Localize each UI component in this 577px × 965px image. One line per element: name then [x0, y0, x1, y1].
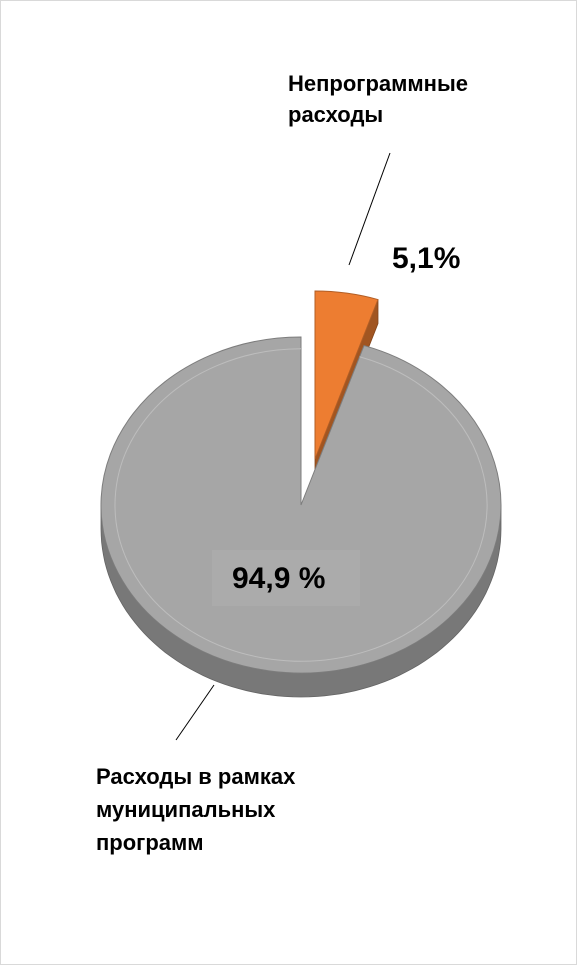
value-label-program-box — [212, 550, 360, 606]
label-program-line-3: программ — [96, 830, 204, 855]
label-nonprogram-line-1: Непрограммные — [288, 71, 468, 96]
leader-line-program — [175, 684, 215, 741]
value-label-program: 94,9 % — [232, 562, 326, 595]
label-nonprogram-expenses: Непрограммные расходы — [288, 68, 468, 130]
pie-slice-highlight-1 — [114, 348, 488, 662]
pie-slice-0 — [314, 290, 379, 460]
pie-slice-1 — [100, 336, 502, 674]
label-program-expenses: Расходы в рамках муниципальных программ — [96, 760, 295, 859]
label-program-line-1: Расходы в рамках — [96, 764, 296, 789]
label-nonprogram-line-2: расходы — [288, 102, 384, 127]
leader-line-nonprogram — [348, 152, 391, 266]
value-label-nonprogram: 5,1% — [392, 242, 461, 275]
label-program-line-2: муниципальных — [96, 797, 276, 822]
